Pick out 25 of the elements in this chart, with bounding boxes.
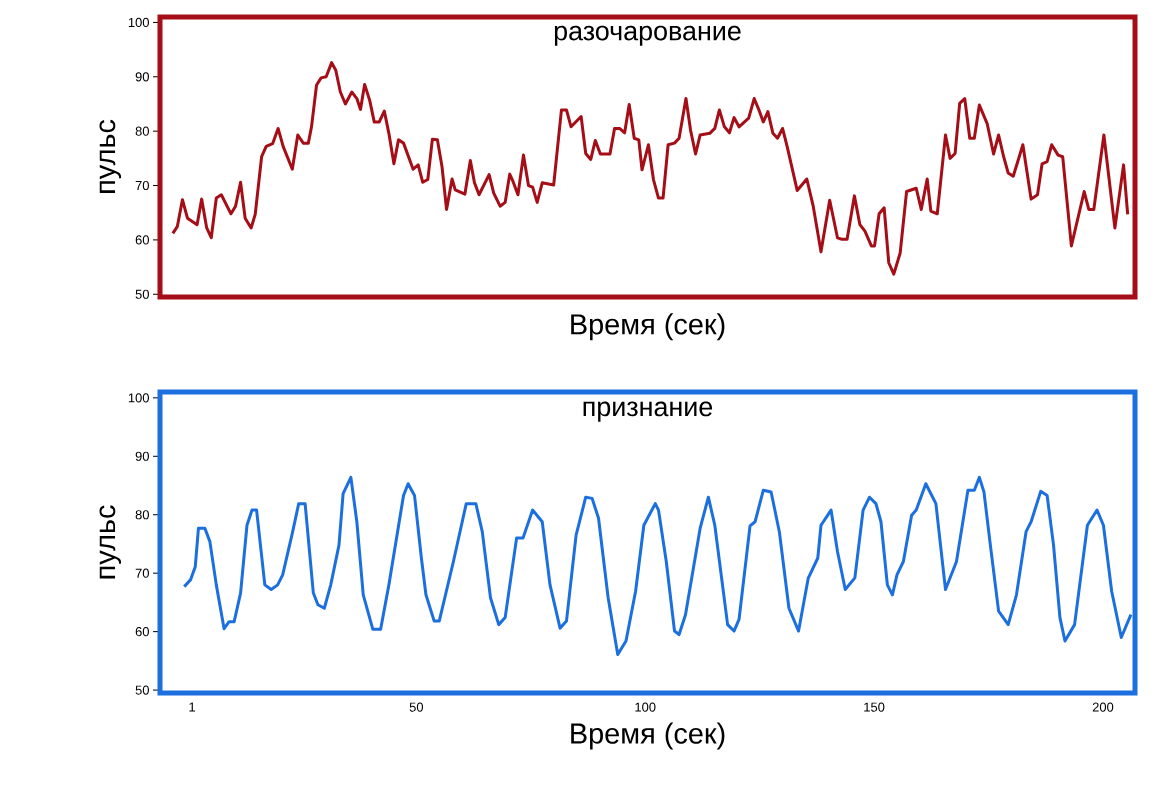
y-tick-label: 70	[135, 180, 149, 191]
x-tick-label: 1	[189, 702, 196, 712]
y-tick-label: 80	[135, 126, 149, 136]
x-tick-label: 200	[1092, 702, 1114, 712]
x-tick-label: 50	[409, 702, 424, 712]
y-tick-label: 80	[135, 510, 149, 520]
y-tick-label: 70	[135, 568, 149, 578]
line-series	[171, 61, 1130, 276]
x-tick-label: 150	[864, 702, 885, 712]
y-tick-label: 100	[128, 17, 149, 28]
y-tick-label: 100	[128, 393, 149, 403]
x-tick-label: 100	[635, 702, 656, 712]
y-tick-label: 90	[135, 72, 149, 82]
y-tick-label: 50	[135, 685, 149, 695]
line-series	[182, 475, 1133, 656]
y-tick-label: 60	[135, 235, 149, 245]
y-tick-label: 90	[135, 451, 149, 461]
x-axis-title: Время (сек)	[571, 722, 725, 750]
y-axis-title: пульс	[99, 119, 122, 193]
y-tick-label: 50	[135, 289, 149, 299]
y-tick-label: 60	[135, 627, 149, 637]
chart-title: разочарование	[554, 25, 741, 46]
chart-title: признание	[583, 401, 713, 422]
x-axis-title: Время (сек)	[571, 313, 725, 341]
y-axis-title: пульс	[99, 505, 122, 579]
